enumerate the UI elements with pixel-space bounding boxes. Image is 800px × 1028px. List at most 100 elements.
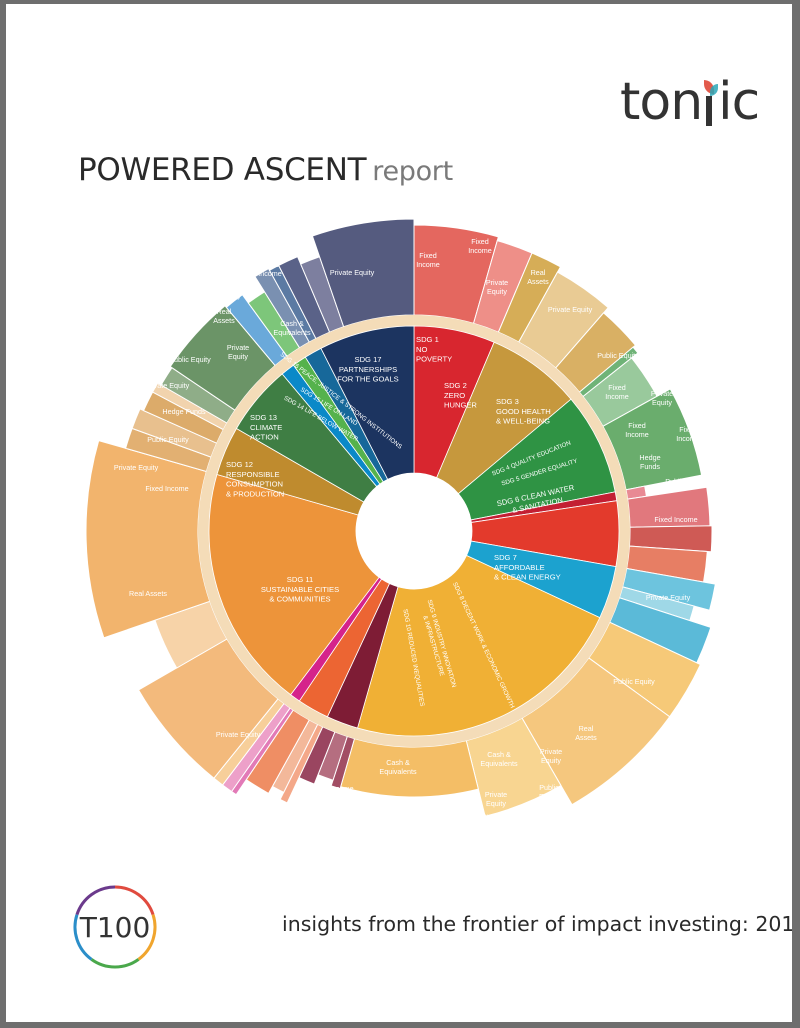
inner-label-line: SDG 1 <box>416 335 439 344</box>
outer-label-sdg3: Public Equity <box>597 351 639 360</box>
outer-label-line: Income <box>625 430 649 439</box>
outer-label-line: Hedge Funds <box>162 407 206 416</box>
outer-label-line: Real <box>579 724 594 733</box>
inner-label-line: & CLEAN ENERGY <box>494 573 561 582</box>
outer-label-sdg11: Cash &Equivalents <box>379 758 417 776</box>
outer-label-line: Real <box>438 816 453 825</box>
inner-label-line: SUSTAINABLE CITIES <box>261 585 339 594</box>
report-title: POWERED ASCENT report <box>78 152 453 188</box>
outer-label-line: Public <box>472 813 492 822</box>
tagline: insights from the frontier of impact inv… <box>282 912 792 936</box>
outer-label-line: Income <box>416 260 440 269</box>
inner-label-line: SDG 3 <box>496 397 519 406</box>
outer-label-line: Fixed <box>261 260 279 269</box>
inner-label-line: RESPONSIBLE <box>226 470 280 479</box>
outer-label-sdg17: Private Equity <box>330 268 375 277</box>
inner-label-line: SDG 17 <box>354 355 381 364</box>
outer-label-sdg12: Hedge Funds <box>162 407 206 416</box>
inner-label-line: GOOD HEALTH <box>496 407 551 416</box>
outer-label-line: Public Equity <box>613 677 655 686</box>
badge-ring-arc <box>114 885 155 916</box>
outer-label-line: Hedge <box>639 453 660 462</box>
logo-text-start: to <box>620 72 671 132</box>
report-cover: to n ic POWERED ASCENT report SDG 1 NO POVERT… <box>6 4 792 1022</box>
inner-label-line: SDG 11 <box>287 575 313 584</box>
inner-label-line: ZERO <box>444 391 465 400</box>
outer-label-line: Fixed <box>419 251 437 260</box>
inner-label-line: POVERTY <box>416 355 452 364</box>
outer-label-line: Cash & <box>487 750 511 759</box>
inner-label-line: CLIMATE <box>250 423 282 432</box>
outer-label-line: Funds <box>640 462 660 471</box>
outer-label-line: Real Assets <box>129 589 167 598</box>
outer-label-line: Income <box>605 392 629 401</box>
outer-label-line: Private <box>227 343 249 352</box>
outer-label-line: Private <box>486 278 508 287</box>
outer-label-line: Private <box>485 790 507 799</box>
outer-label-line: Fixed Income <box>145 484 188 493</box>
inner-label-line: SDG 12 <box>226 460 253 469</box>
outer-label-sdg6: Public Equity <box>665 477 707 486</box>
outer-label-line: Income <box>468 246 492 255</box>
outer-label-line: Fixed Income <box>310 784 353 793</box>
report-title-main: POWERED ASCENT <box>78 152 367 188</box>
t100-badge: T100 <box>79 910 151 944</box>
outer-label-line: Fixed <box>679 425 697 434</box>
outer-label-sdg13: Public Equity <box>169 355 211 364</box>
tonic-logo: to n ic <box>620 62 760 132</box>
outer-label-line: Private Equity <box>646 593 691 602</box>
outer-label-line: Assets <box>527 277 549 286</box>
inner-label-line: PARTNERSHIPS <box>339 365 397 374</box>
outer-label-line: Assets <box>434 825 456 834</box>
badge-ring-arc <box>73 914 93 961</box>
inner-label-line: HUNGER <box>444 401 477 410</box>
outer-label-sdg17: Cash &Equivalents <box>273 319 311 337</box>
outer-label-line: Equity <box>539 792 559 801</box>
outer-label-sdg11: Fixed Income <box>310 784 353 793</box>
outer-label-line: Public <box>221 282 241 291</box>
t100-badge-ring-icon <box>73 885 157 969</box>
outer-label-line: Cash & <box>386 758 410 767</box>
outer-label-sdg13: Private Equity <box>145 381 190 390</box>
inner-label-line: SDG 2 <box>444 381 467 390</box>
outer-label-line: Public <box>539 783 559 792</box>
outer-label-line: Fixed <box>608 383 626 392</box>
outer-label-line: Private Equity <box>330 268 375 277</box>
outer-label-sdg7: Fixed Income <box>654 515 697 524</box>
outer-label-line: Income <box>676 434 700 443</box>
logo-text-n: n <box>670 72 703 132</box>
outer-label-line: Assets <box>575 733 597 742</box>
outer-label-sdg12: Public Equity <box>147 435 189 444</box>
inner-label-line: NO <box>416 345 427 354</box>
outer-label-line: Private Equity <box>548 305 593 314</box>
outer-label-line: Equity <box>472 822 492 831</box>
center-hole <box>356 473 472 589</box>
badge-ring-arc <box>75 885 116 916</box>
inner-label-line: AFFORDABLE <box>494 563 545 572</box>
outer-label-line: Income <box>258 269 282 278</box>
outer-label-sdg12: Fixed Income <box>145 484 188 493</box>
outer-label-sdg12: Private Equity <box>114 463 159 472</box>
logo-text-end: ic <box>718 72 760 132</box>
outer-label-line: Equity <box>221 291 241 300</box>
